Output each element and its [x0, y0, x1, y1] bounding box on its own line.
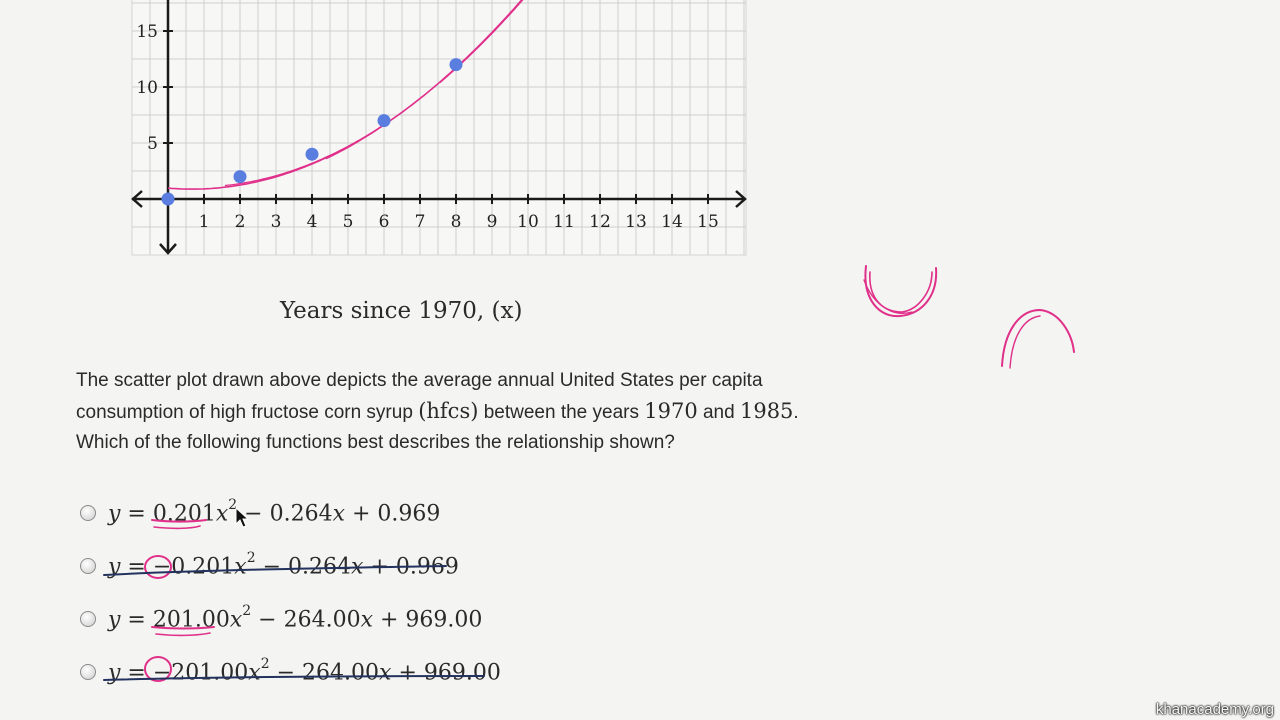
x-tick-label: 12 [589, 212, 611, 232]
question-line-2: consumption of high fructose corn syrup … [76, 399, 799, 423]
x-tick-label: 4 [307, 212, 318, 232]
x-tick-label: 9 [487, 212, 498, 232]
x-tick-label: 11 [553, 212, 575, 232]
plot-grid [131, 0, 747, 256]
x-tick-label: 13 [625, 212, 647, 232]
data-point [377, 114, 391, 128]
choice-equation[interactable]: y = −0.201x2 − 0.264x + 0.969 [108, 549, 459, 580]
question-text: The scatter plot drawn above depicts the… [76, 366, 896, 458]
fit-curve-stroke [224, 140, 359, 187]
x-tick-label: 6 [379, 212, 390, 232]
choice-equation[interactable]: y = 201.00x2 − 264.00x + 969.00 [108, 602, 483, 633]
y-tick-label: 10 [136, 78, 158, 98]
y-tick-label: 5 [147, 134, 158, 154]
choice-equation[interactable]: y = −201.00x2 − 264.00x + 969.00 [108, 655, 501, 686]
x-tick-label: 10 [517, 212, 539, 232]
choice-b[interactable]: y = −0.201x2 − 0.264x + 0.969 [80, 549, 459, 583]
radio-button[interactable] [80, 664, 96, 680]
radio-button[interactable] [80, 558, 96, 574]
radio-button[interactable] [80, 611, 96, 627]
fit-curve-stroke [325, 95, 424, 160]
x-tick-label: 7 [415, 212, 426, 232]
x-tick-label: 15 [697, 212, 719, 232]
x-tick-label: 3 [271, 212, 282, 232]
x-tick-label: 5 [343, 212, 354, 232]
choice-d[interactable]: y = −201.00x2 − 264.00x + 969.00 [80, 655, 501, 689]
x-tick-label: 1 [199, 212, 210, 232]
plot-area [131, 0, 747, 256]
data-point [305, 147, 319, 161]
question-line-3: Which of the following functions best de… [76, 432, 675, 453]
y-tick-label: 15 [136, 22, 158, 42]
watermark: khanacademy.org [1155, 701, 1274, 718]
radio-button[interactable] [80, 505, 96, 521]
choice-equation[interactable]: y = 0.201x2 − 0.264x + 0.969 [108, 496, 441, 527]
x-tick-label: 14 [661, 212, 683, 232]
x-axis-arrow-right [735, 190, 747, 208]
question-line-1: The scatter plot drawn above depicts the… [76, 370, 763, 391]
x-axis-label: Years since 1970, (x) [280, 298, 523, 324]
choice-a[interactable]: y = 0.201x2 − 0.264x + 0.969 [80, 496, 440, 530]
x-tick-label: 2 [235, 212, 246, 232]
data-point [449, 58, 463, 72]
x-tick-label: 8 [451, 212, 462, 232]
plot-axes [131, 0, 747, 255]
data-point [233, 170, 247, 184]
data-point [161, 192, 175, 206]
choice-c[interactable]: y = 201.00x2 − 264.00x + 969.00 [80, 602, 482, 636]
x-axis-arrow-left [131, 190, 143, 208]
y-axis-arrow-down [159, 243, 177, 255]
